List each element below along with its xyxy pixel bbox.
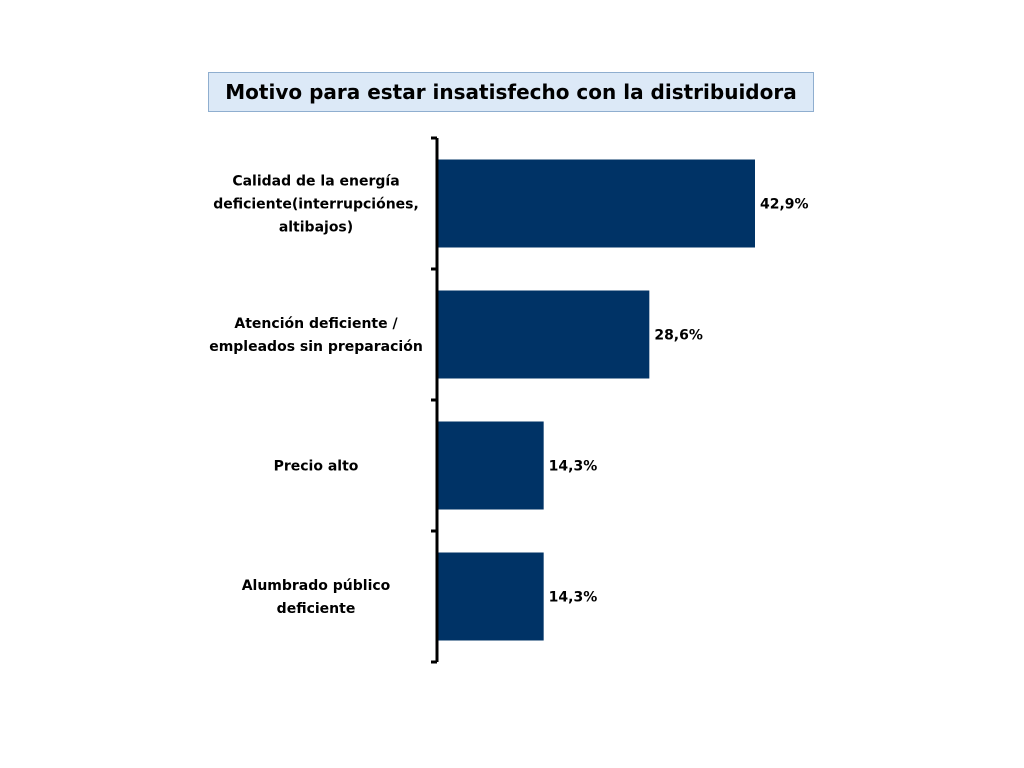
labels-layer: 42,9% Calidad de la energía deficiente(int… xyxy=(209,174,808,618)
axis-layer xyxy=(431,136,439,664)
bar xyxy=(438,421,544,510)
category-label-line: Atención deficiente / xyxy=(234,316,398,332)
category-label: Precio alto xyxy=(274,459,359,475)
bars-layer xyxy=(438,159,755,641)
category-label-line: Alumbrado público xyxy=(242,578,391,594)
category-label: Atención deficiente / empleados sin prepa… xyxy=(209,316,423,355)
chart-title: Motivo para estar insatisfecho con la di… xyxy=(208,72,814,112)
category-label-line: Precio alto xyxy=(274,459,359,475)
value-label: 14,3% xyxy=(549,590,598,606)
category-label-line: empleados sin preparación xyxy=(209,339,423,355)
bar xyxy=(438,290,650,379)
category-label-line: deficiente(interrupciónes, xyxy=(213,197,419,213)
category-label-line: altibajos) xyxy=(279,220,353,236)
category-label: Calidad de la energía deficiente(interrup… xyxy=(213,174,419,236)
category-label: Alumbrado público deficiente xyxy=(242,578,391,617)
value-label: 14,3% xyxy=(549,459,598,475)
bar xyxy=(438,552,544,641)
category-label-line: Calidad de la energía xyxy=(232,174,399,190)
bar xyxy=(438,159,755,248)
value-label: 28,6% xyxy=(654,328,703,344)
category-label-line: deficiente xyxy=(277,601,356,617)
value-label: 42,9% xyxy=(760,197,809,213)
